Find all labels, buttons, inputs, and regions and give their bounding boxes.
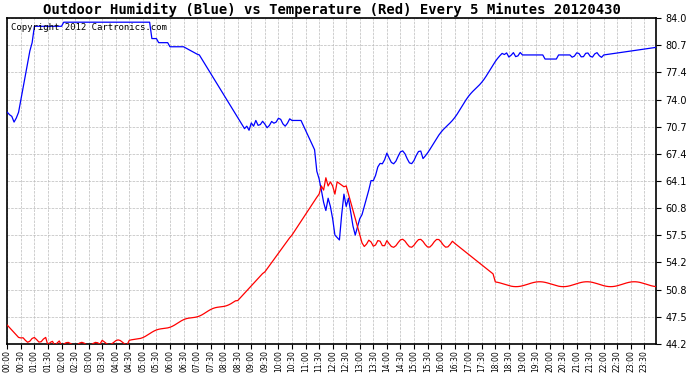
Text: Copyright 2012 Cartronics.com: Copyright 2012 Cartronics.com [10,23,166,32]
Title: Outdoor Humidity (Blue) vs Temperature (Red) Every 5 Minutes 20120430: Outdoor Humidity (Blue) vs Temperature (… [43,3,620,17]
